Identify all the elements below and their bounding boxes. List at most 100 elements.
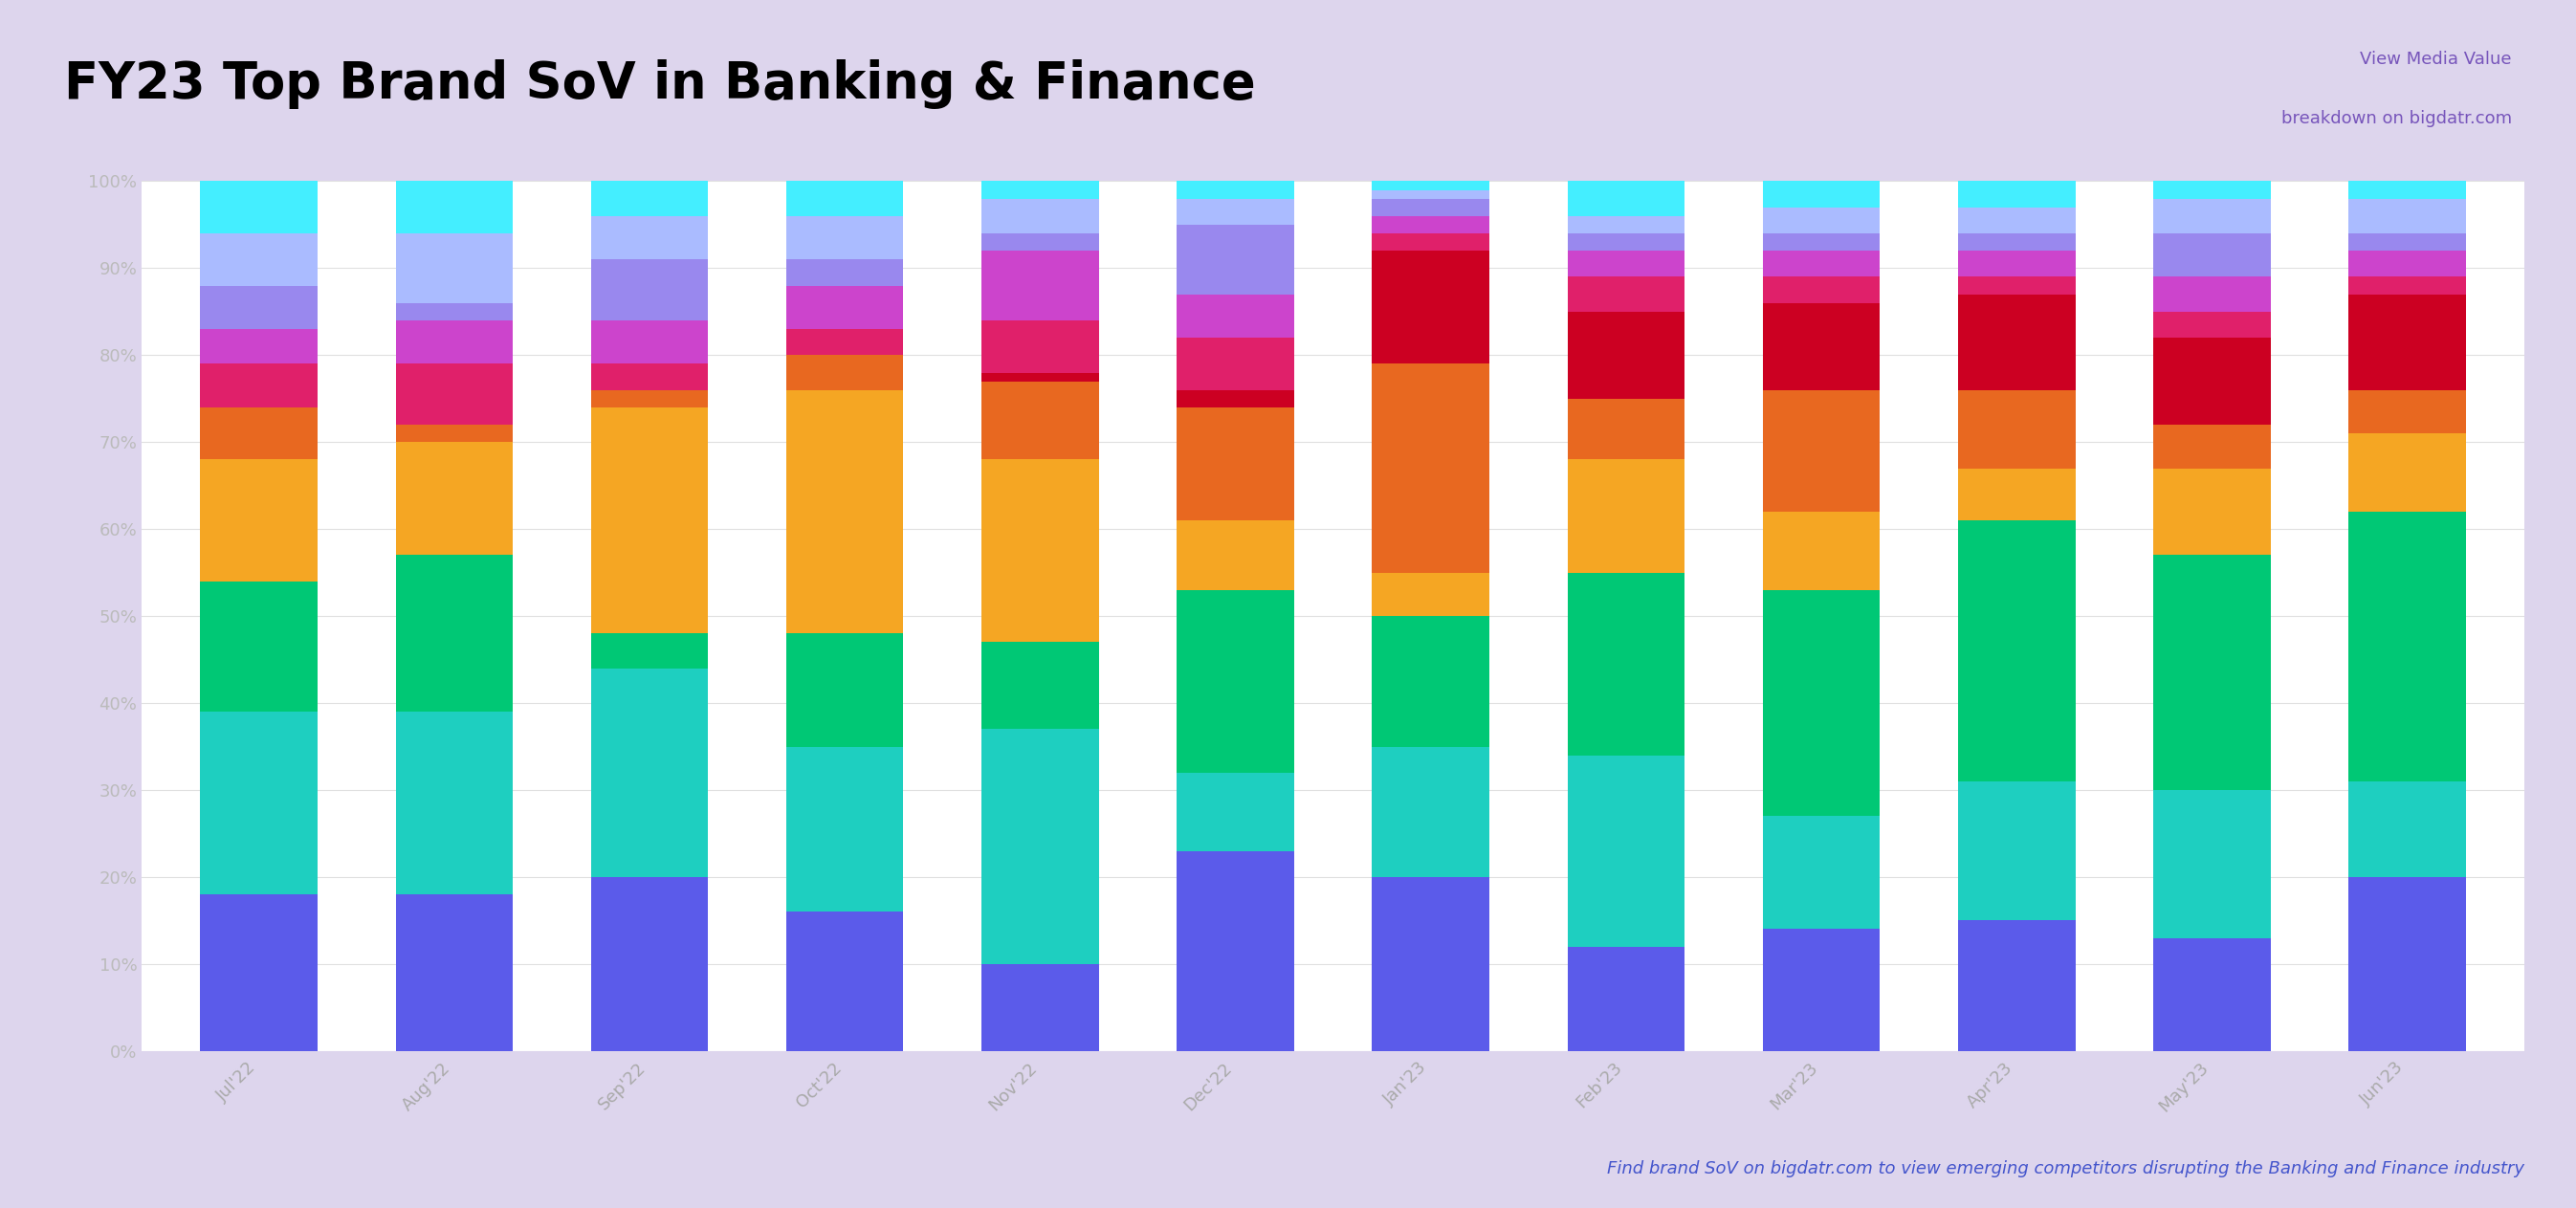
Bar (1373, 747, 1489, 877)
Bar (1762, 512, 1880, 590)
Bar (201, 233, 317, 285)
Bar (1566, 233, 1685, 251)
Bar (1762, 233, 1880, 251)
Bar (786, 912, 904, 1051)
Bar (397, 894, 513, 1051)
Bar (1958, 181, 2076, 208)
Bar (1566, 573, 1685, 755)
Text: View Media Value: View Media Value (2360, 51, 2512, 68)
Bar (1566, 216, 1685, 233)
Bar (1373, 181, 1489, 190)
Bar (1177, 521, 1293, 590)
Bar (201, 181, 317, 233)
Bar (1373, 616, 1489, 747)
Bar (1566, 312, 1685, 399)
Bar (1762, 251, 1880, 277)
Bar (1762, 590, 1880, 817)
Bar (1373, 251, 1489, 364)
Bar (1373, 233, 1489, 251)
Bar (201, 459, 317, 581)
Bar (2349, 277, 2465, 295)
Bar (590, 390, 708, 407)
Bar (2349, 295, 2465, 390)
Bar (981, 964, 1100, 1051)
Bar (590, 407, 708, 633)
Bar (2349, 181, 2465, 198)
Bar (1373, 198, 1489, 216)
Bar (590, 633, 708, 668)
Bar (397, 712, 513, 894)
Bar (1762, 390, 1880, 512)
Bar (981, 459, 1100, 643)
Bar (1566, 181, 1685, 216)
Bar (590, 181, 708, 216)
Bar (590, 364, 708, 390)
Bar (397, 320, 513, 364)
Bar (1762, 817, 1880, 929)
Bar (2154, 198, 2269, 233)
Bar (1373, 190, 1489, 198)
Bar (786, 285, 904, 329)
Bar (590, 668, 708, 877)
Text: Find brand SoV on bigdatr.com to view emerging competitors disrupting the Bankin: Find brand SoV on bigdatr.com to view em… (1607, 1161, 2524, 1178)
Bar (981, 320, 1100, 372)
Text: FY23 Top Brand SoV in Banking & Finance: FY23 Top Brand SoV in Banking & Finance (64, 59, 1257, 110)
Bar (1762, 181, 1880, 208)
Bar (786, 216, 904, 260)
Bar (1177, 773, 1293, 850)
Bar (2154, 338, 2269, 425)
Bar (2349, 512, 2465, 782)
Bar (1566, 399, 1685, 459)
Bar (1762, 277, 1880, 303)
Bar (1373, 216, 1489, 233)
Bar (1373, 364, 1489, 573)
Bar (201, 364, 317, 407)
Bar (1566, 459, 1685, 573)
Bar (2154, 277, 2269, 312)
Bar (590, 877, 708, 1051)
Bar (786, 181, 904, 216)
Bar (590, 216, 708, 260)
Bar (786, 329, 904, 355)
Bar (2154, 425, 2269, 469)
Bar (981, 233, 1100, 251)
Bar (1958, 208, 2076, 233)
Bar (1566, 277, 1685, 312)
Bar (786, 355, 904, 390)
Bar (397, 181, 513, 233)
Bar (201, 581, 317, 712)
Text: breakdown on bigdatr.com: breakdown on bigdatr.com (2280, 110, 2512, 127)
Bar (1958, 469, 2076, 521)
Bar (1566, 251, 1685, 277)
Bar (2154, 790, 2269, 937)
Bar (1958, 295, 2076, 390)
Bar (981, 643, 1100, 730)
Bar (1177, 407, 1293, 521)
Bar (1762, 929, 1880, 1051)
Bar (1762, 303, 1880, 390)
Bar (1958, 920, 2076, 1051)
Bar (1958, 277, 2076, 295)
Bar (201, 285, 317, 329)
Bar (2349, 782, 2465, 877)
Bar (1373, 573, 1489, 616)
Bar (201, 407, 317, 459)
Bar (981, 730, 1100, 964)
Bar (786, 390, 904, 633)
Bar (397, 364, 513, 425)
Bar (1566, 755, 1685, 947)
Bar (2349, 390, 2465, 434)
Bar (1958, 390, 2076, 469)
Bar (2154, 181, 2269, 198)
Bar (981, 181, 1100, 198)
Bar (397, 442, 513, 556)
Bar (786, 633, 904, 747)
Bar (2154, 312, 2269, 338)
Bar (2154, 937, 2269, 1051)
Bar (1177, 198, 1293, 225)
Bar (1958, 251, 2076, 277)
Bar (1762, 208, 1880, 233)
Bar (2154, 469, 2269, 556)
Bar (1958, 521, 2076, 782)
Bar (1958, 233, 2076, 251)
